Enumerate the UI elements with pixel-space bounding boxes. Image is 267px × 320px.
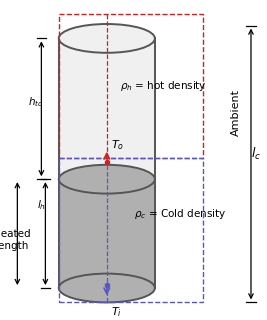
Text: $T_i$: $T_i$ xyxy=(111,305,122,319)
Text: Heated
length: Heated length xyxy=(0,229,31,251)
Text: Ambient: Ambient xyxy=(231,89,241,135)
Bar xyxy=(59,38,155,179)
Text: $l_c$: $l_c$ xyxy=(251,146,261,162)
Bar xyxy=(59,14,203,158)
Bar xyxy=(59,158,203,302)
Text: $\rho_c$ = Cold density: $\rho_c$ = Cold density xyxy=(134,207,226,221)
Text: $T_o$: $T_o$ xyxy=(111,139,124,153)
Ellipse shape xyxy=(59,165,155,194)
Text: $l_h$: $l_h$ xyxy=(37,198,46,212)
Text: $h_{tc}$: $h_{tc}$ xyxy=(28,95,44,109)
Bar xyxy=(59,179,155,288)
Ellipse shape xyxy=(59,274,155,302)
Text: $\rho_h$ = hot density: $\rho_h$ = hot density xyxy=(120,79,207,93)
Ellipse shape xyxy=(59,24,155,53)
